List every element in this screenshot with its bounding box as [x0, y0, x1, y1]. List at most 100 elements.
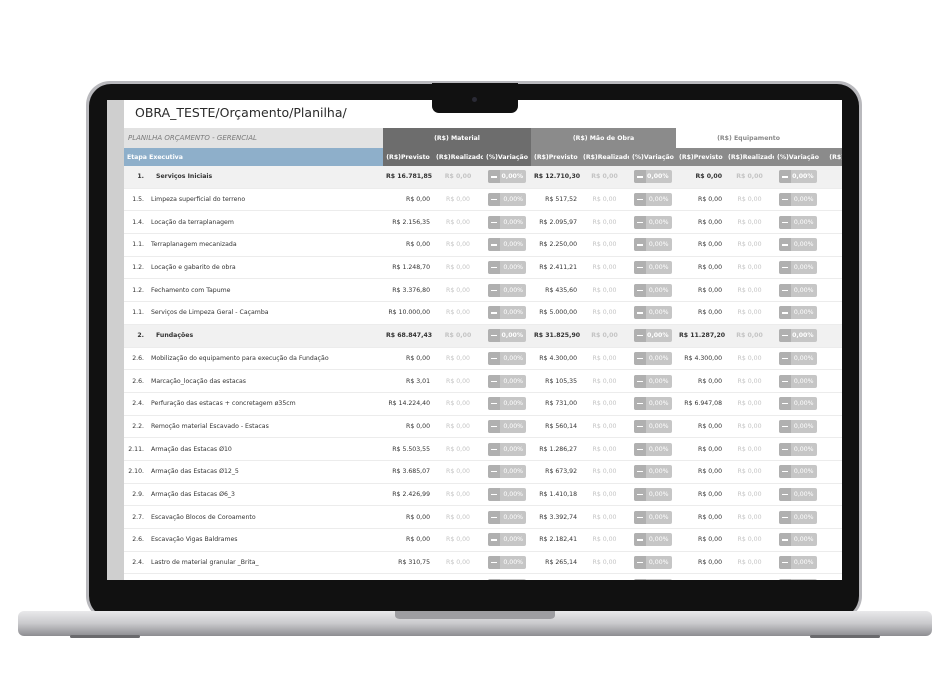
variation-cell: 0,00%	[483, 347, 532, 371]
variation-badge: 0,00%	[778, 238, 817, 252]
blank-header	[821, 128, 842, 148]
overflow-cell	[821, 460, 842, 484]
item-label: Fundações	[148, 324, 384, 348]
planned-value: R$ 0,00	[676, 188, 726, 212]
overflow-cell	[821, 324, 842, 348]
variation-badge: 0,00%	[488, 578, 527, 580]
planned-value: R$ 310,75	[383, 551, 434, 575]
column-header: (R$)Previsto	[531, 148, 581, 166]
table-title: PLANILHA ORÇAMENTO - GERENCIAL	[124, 128, 384, 148]
realized-value: R$ 0,00	[580, 573, 630, 580]
item-label: Serviços de Limpeza Geral - Caçamba	[148, 301, 384, 325]
realized-value: R$ 0,00	[725, 210, 775, 235]
realized-value: R$ 0,00	[433, 347, 484, 371]
item-row: 2.7. Escavação Blocos de Coroamento R$ 0,0…	[124, 505, 842, 529]
planned-value: R$ 68.847,43	[383, 324, 434, 348]
variation-badge: 0,00%	[778, 510, 817, 524]
laptop-base	[18, 611, 932, 636]
planned-value: R$ 3.376,80	[383, 278, 434, 303]
planned-value: R$ 0,00	[676, 460, 726, 484]
planned-value: R$ 5.503,55	[383, 437, 434, 461]
variation-cell: 0,00%	[629, 278, 677, 303]
planned-value: R$ 4.300,00	[676, 347, 726, 371]
realized-value: R$ 0,00	[580, 415, 630, 439]
variation-badge: 0,00%	[778, 329, 817, 343]
group-row: 1. Serviços Iniciais R$ 16.781,85 R$ 0,00 0,…	[124, 166, 842, 189]
item-row: 2.6. Escavação Vigas Baldrames R$ 0,00 R$ 0…	[124, 528, 842, 552]
overflow-cell	[821, 210, 842, 235]
realized-value: R$ 0,00	[433, 256, 484, 280]
variation-cell: 0,00%	[774, 210, 822, 235]
variation-badge: 0,00%	[778, 556, 817, 570]
item-number: 2.4.	[124, 551, 148, 575]
variation-badge: 0,00%	[778, 442, 817, 456]
variation-cell: 0,00%	[629, 528, 677, 552]
realized-value: R$ 0,00	[580, 347, 630, 371]
variation-badge: 0,00%	[488, 556, 527, 570]
item-label: Terraplanagem mecanizada	[148, 233, 384, 257]
variation-cell: 0,00%	[774, 392, 822, 416]
group-header: (R$) Mão de Obra	[531, 128, 677, 148]
realized-value: R$ 0,00	[725, 233, 775, 257]
overflow-cell	[821, 505, 842, 529]
variation-cell: 0,00%	[483, 301, 532, 325]
foot	[810, 635, 880, 638]
variation-cell: 0,00%	[774, 551, 822, 575]
variation-badge: 0,00%	[778, 578, 817, 580]
column-header: (%)Variação	[483, 148, 532, 166]
realized-value: R$ 0,00	[433, 210, 484, 235]
planned-value: R$ 0,00	[676, 551, 726, 575]
item-label: Armação das Estacas Ø10	[148, 437, 384, 461]
planned-value: R$ 1.286,27	[531, 437, 581, 461]
overflow-cell	[821, 301, 842, 325]
variation-cell: 0,00%	[774, 460, 822, 484]
item-number: 2.6.	[124, 347, 148, 371]
budget-table: PLANILHA ORÇAMENTO - GERENCIAL (R$) Mater…	[124, 128, 842, 580]
variation-cell: 0,00%	[774, 233, 822, 257]
column-header: (R$)Realizado	[580, 148, 630, 166]
group-header-row: PLANILHA ORÇAMENTO - GERENCIAL (R$) Mater…	[124, 128, 842, 148]
variation-badge: 0,00%	[633, 397, 672, 411]
column-header: (%)Variação	[629, 148, 677, 166]
item-number: 1.2.	[124, 278, 148, 303]
variation-cell: 0,00%	[774, 166, 822, 189]
variation-badge: 0,00%	[488, 442, 527, 456]
variation-cell: 0,00%	[483, 415, 532, 439]
realized-value: R$ 0,00	[580, 505, 630, 529]
realized-value: R$ 0,00	[725, 256, 775, 280]
overflow-cell	[821, 483, 842, 507]
item-label: Marcação_locação das estacas	[148, 369, 384, 393]
group-row: 2. Fundações R$ 68.847,43 R$ 0,00 0,00% R$ 31…	[124, 324, 842, 348]
overflow-cell	[821, 347, 842, 371]
planned-value: R$ 0,00	[383, 415, 434, 439]
item-row: 1.1. Terraplanagem mecanizada R$ 0,00 R$ 0,…	[124, 233, 842, 257]
planned-value: R$ 6.947,08	[676, 392, 726, 416]
planned-value: R$ 0,00	[676, 528, 726, 552]
variation-cell: 0,00%	[483, 188, 532, 212]
variation-badge: 0,00%	[633, 329, 672, 343]
planned-value: R$ 2.411,21	[531, 256, 581, 280]
sidebar	[107, 100, 124, 580]
item-label: Locação da terraplanagem	[148, 210, 384, 235]
variation-cell: 0,00%	[483, 166, 532, 189]
planned-value: R$ 0,00	[676, 437, 726, 461]
variation-cell: 0,00%	[483, 392, 532, 416]
variation-badge: 0,00%	[633, 170, 672, 184]
overflow-cell	[821, 528, 842, 552]
planned-value: R$ 16.781,85	[383, 166, 434, 189]
realized-value: R$ 0,00	[433, 460, 484, 484]
realized-value: R$ 0,00	[580, 324, 630, 348]
variation-badge: 0,00%	[778, 215, 817, 229]
realized-value: R$ 0,00	[433, 369, 484, 393]
item-number: 2.11.	[124, 437, 148, 461]
variation-badge: 0,00%	[633, 556, 672, 570]
realized-value: R$ 0,00	[725, 528, 775, 552]
item-row: 2.4. Perfuração das estacas + concretagem…	[124, 392, 842, 416]
planned-value: R$ 2.095,97	[531, 210, 581, 235]
variation-cell: 0,00%	[629, 505, 677, 529]
variation-badge: 0,00%	[633, 419, 672, 433]
variation-badge: 0,00%	[778, 283, 817, 297]
variation-badge: 0,00%	[778, 261, 817, 275]
planned-value: R$ 5.000,00	[531, 301, 581, 325]
planned-value: R$ 673,92	[531, 460, 581, 484]
